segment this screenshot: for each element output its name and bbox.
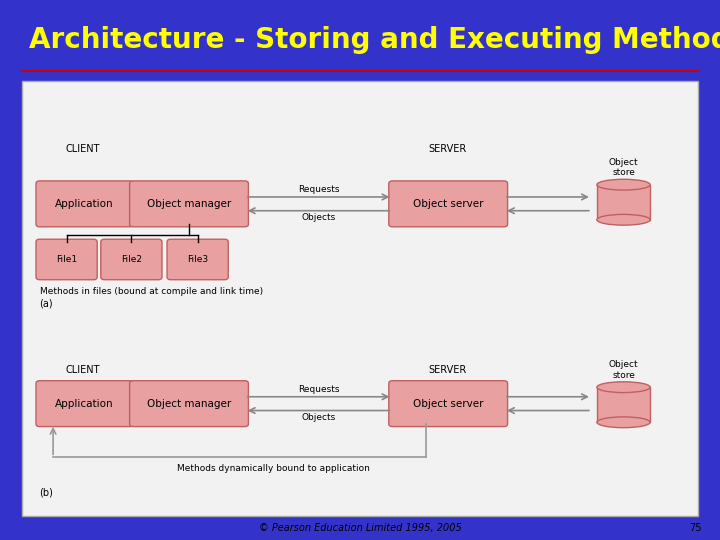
Text: Objects: Objects bbox=[302, 213, 336, 222]
Text: File2: File2 bbox=[121, 255, 142, 264]
Bar bbox=[597, 185, 650, 220]
Text: Application: Application bbox=[55, 399, 114, 409]
Ellipse shape bbox=[597, 417, 650, 428]
Bar bbox=[597, 387, 650, 422]
Text: 75: 75 bbox=[690, 523, 702, 533]
Text: Methods in files (bound at compile and link time): Methods in files (bound at compile and l… bbox=[40, 287, 263, 296]
Text: (b): (b) bbox=[40, 487, 53, 497]
FancyBboxPatch shape bbox=[22, 81, 698, 516]
Text: Object manager: Object manager bbox=[147, 399, 231, 409]
Text: Application: Application bbox=[55, 199, 114, 209]
FancyBboxPatch shape bbox=[36, 239, 97, 280]
Text: SERVER: SERVER bbox=[428, 144, 467, 154]
FancyBboxPatch shape bbox=[36, 181, 133, 227]
Ellipse shape bbox=[597, 382, 650, 393]
FancyBboxPatch shape bbox=[36, 381, 133, 427]
Text: (a): (a) bbox=[40, 298, 53, 308]
Text: CLIENT: CLIENT bbox=[66, 365, 100, 375]
Text: Architecture - Storing and Executing Methods: Architecture - Storing and Executing Met… bbox=[29, 26, 720, 55]
Text: Object
store: Object store bbox=[608, 158, 639, 177]
FancyBboxPatch shape bbox=[389, 181, 508, 227]
Text: File1: File1 bbox=[56, 255, 77, 264]
Text: Requests: Requests bbox=[298, 385, 339, 394]
Text: © Pearson Education Limited 1995, 2005: © Pearson Education Limited 1995, 2005 bbox=[258, 523, 462, 533]
Ellipse shape bbox=[597, 179, 650, 190]
FancyBboxPatch shape bbox=[130, 381, 248, 427]
FancyBboxPatch shape bbox=[101, 239, 162, 280]
FancyBboxPatch shape bbox=[167, 239, 228, 280]
Text: Requests: Requests bbox=[298, 185, 339, 194]
Text: Objects: Objects bbox=[302, 413, 336, 422]
Text: Methods dynamically bound to application: Methods dynamically bound to application bbox=[177, 464, 370, 473]
Text: File3: File3 bbox=[187, 255, 208, 264]
FancyBboxPatch shape bbox=[389, 381, 508, 427]
Text: Object
store: Object store bbox=[608, 360, 639, 380]
Ellipse shape bbox=[597, 214, 650, 225]
Text: CLIENT: CLIENT bbox=[66, 144, 100, 154]
Text: Object manager: Object manager bbox=[147, 199, 231, 209]
Text: Object server: Object server bbox=[413, 399, 483, 409]
FancyBboxPatch shape bbox=[130, 181, 248, 227]
Text: SERVER: SERVER bbox=[428, 365, 467, 375]
Text: Object server: Object server bbox=[413, 199, 483, 209]
